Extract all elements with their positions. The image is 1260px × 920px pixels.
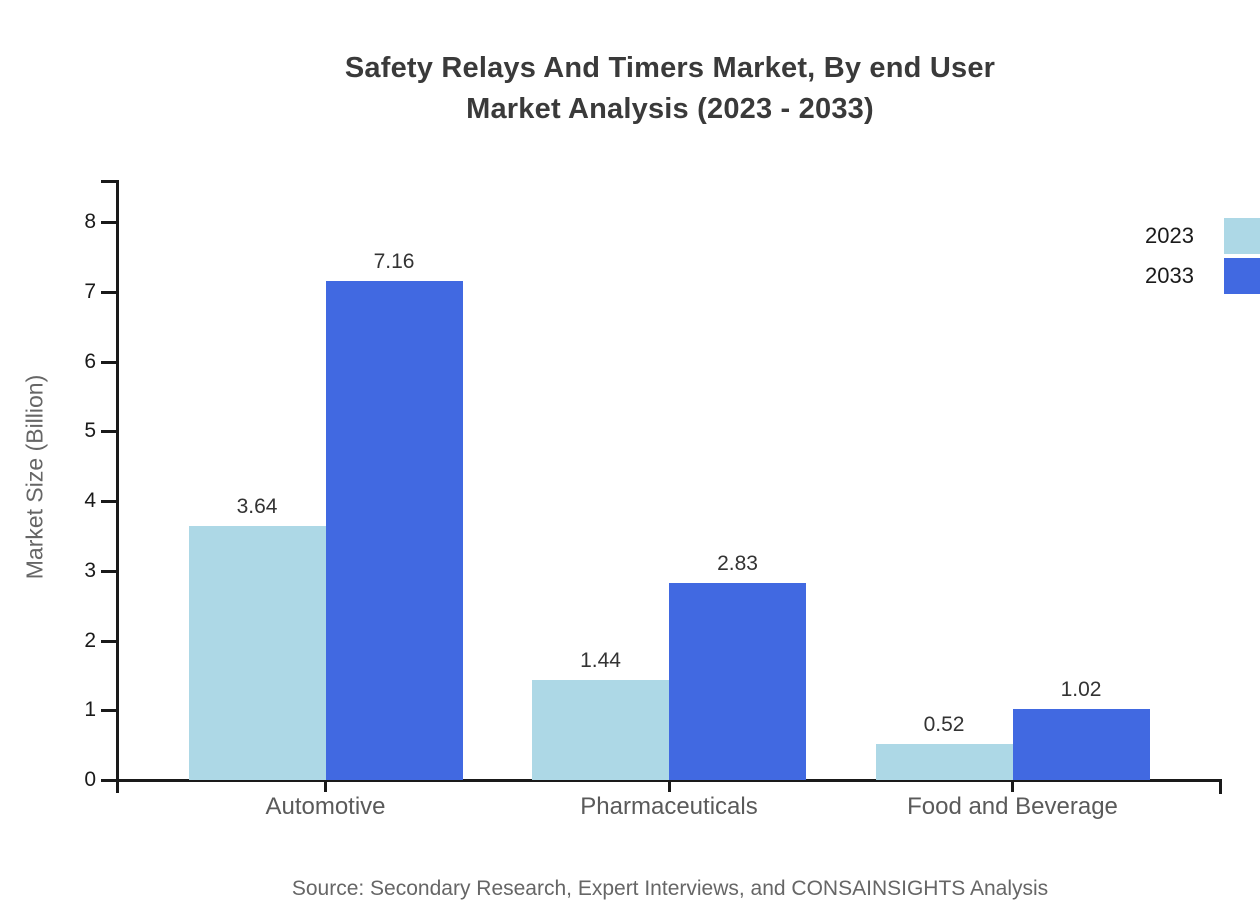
category-label-food-and-beverage: Food and Beverage	[907, 793, 1118, 820]
y-tick	[101, 709, 116, 713]
bar-2033-food-and-beverage	[1012, 708, 1150, 780]
x-tick	[324, 782, 327, 792]
bar-value-label: 3.64	[236, 495, 278, 519]
legend: 2023 2033	[1145, 218, 1260, 298]
bar-value-label: 0.52	[923, 712, 965, 736]
bar-value-label: 1.02	[1060, 677, 1102, 701]
bar-value-label: 7.16	[373, 249, 415, 273]
y-tick	[101, 360, 116, 364]
y-tick-label: 5	[84, 419, 96, 443]
chart-title: Safety Relays And Timers Market, By end …	[118, 48, 1222, 130]
x-axis-line	[106, 779, 1222, 782]
category-label-pharmaceuticals: Pharmaceuticals	[580, 793, 758, 820]
category-label-automotive: Automotive	[265, 793, 386, 820]
bar-2023-food-and-beverage	[875, 743, 1013, 780]
bar-2023-automotive	[188, 526, 326, 780]
bar-2023-pharmaceuticals	[532, 679, 669, 780]
y-axis-title: Market Size (Billion)	[21, 374, 48, 580]
y-tick	[101, 779, 116, 782]
y-tick	[101, 290, 116, 294]
y-tick	[101, 221, 116, 224]
y-tick-label: 7	[84, 279, 96, 303]
y-tick-label: 6	[84, 349, 96, 373]
x-axis-right-cap	[1219, 780, 1222, 794]
legend-row-2023: 2023	[1145, 218, 1260, 254]
y-tick-label: 4	[84, 489, 96, 512]
y-axis-top-cap	[101, 180, 116, 183]
y-tick	[101, 639, 116, 643]
x-tick	[1011, 782, 1014, 792]
chart-title-line2: Market Analysis (2023 - 2033)	[466, 93, 874, 125]
bar-value-label: 1.44	[580, 648, 621, 672]
x-tick	[667, 782, 671, 792]
y-tick	[101, 500, 116, 503]
legend-label-2023: 2023	[1145, 223, 1194, 248]
bar-value-label: 2.83	[717, 551, 758, 575]
y-tick	[101, 430, 116, 434]
legend-row-2033: 2033	[1145, 258, 1260, 294]
legend-swatch-2033	[1224, 258, 1260, 294]
y-tick-label: 3	[84, 558, 96, 582]
chart-title-line1: Safety Relays And Timers Market, By end …	[344, 52, 996, 84]
y-tick	[101, 569, 116, 573]
y-tick-label: 8	[84, 210, 96, 233]
bar-2033-pharmaceuticals	[669, 582, 806, 780]
source-note: Source: Secondary Research, Expert Inter…	[291, 877, 1049, 900]
y-axis-spine	[116, 180, 119, 793]
legend-label-2033: 2033	[1145, 263, 1194, 288]
y-tick-label: 0	[84, 768, 96, 791]
bar-2033-automotive	[325, 280, 463, 780]
y-tick-label: 2	[84, 628, 96, 652]
y-tick-label: 1	[84, 698, 96, 722]
legend-swatch-2023	[1224, 218, 1260, 254]
